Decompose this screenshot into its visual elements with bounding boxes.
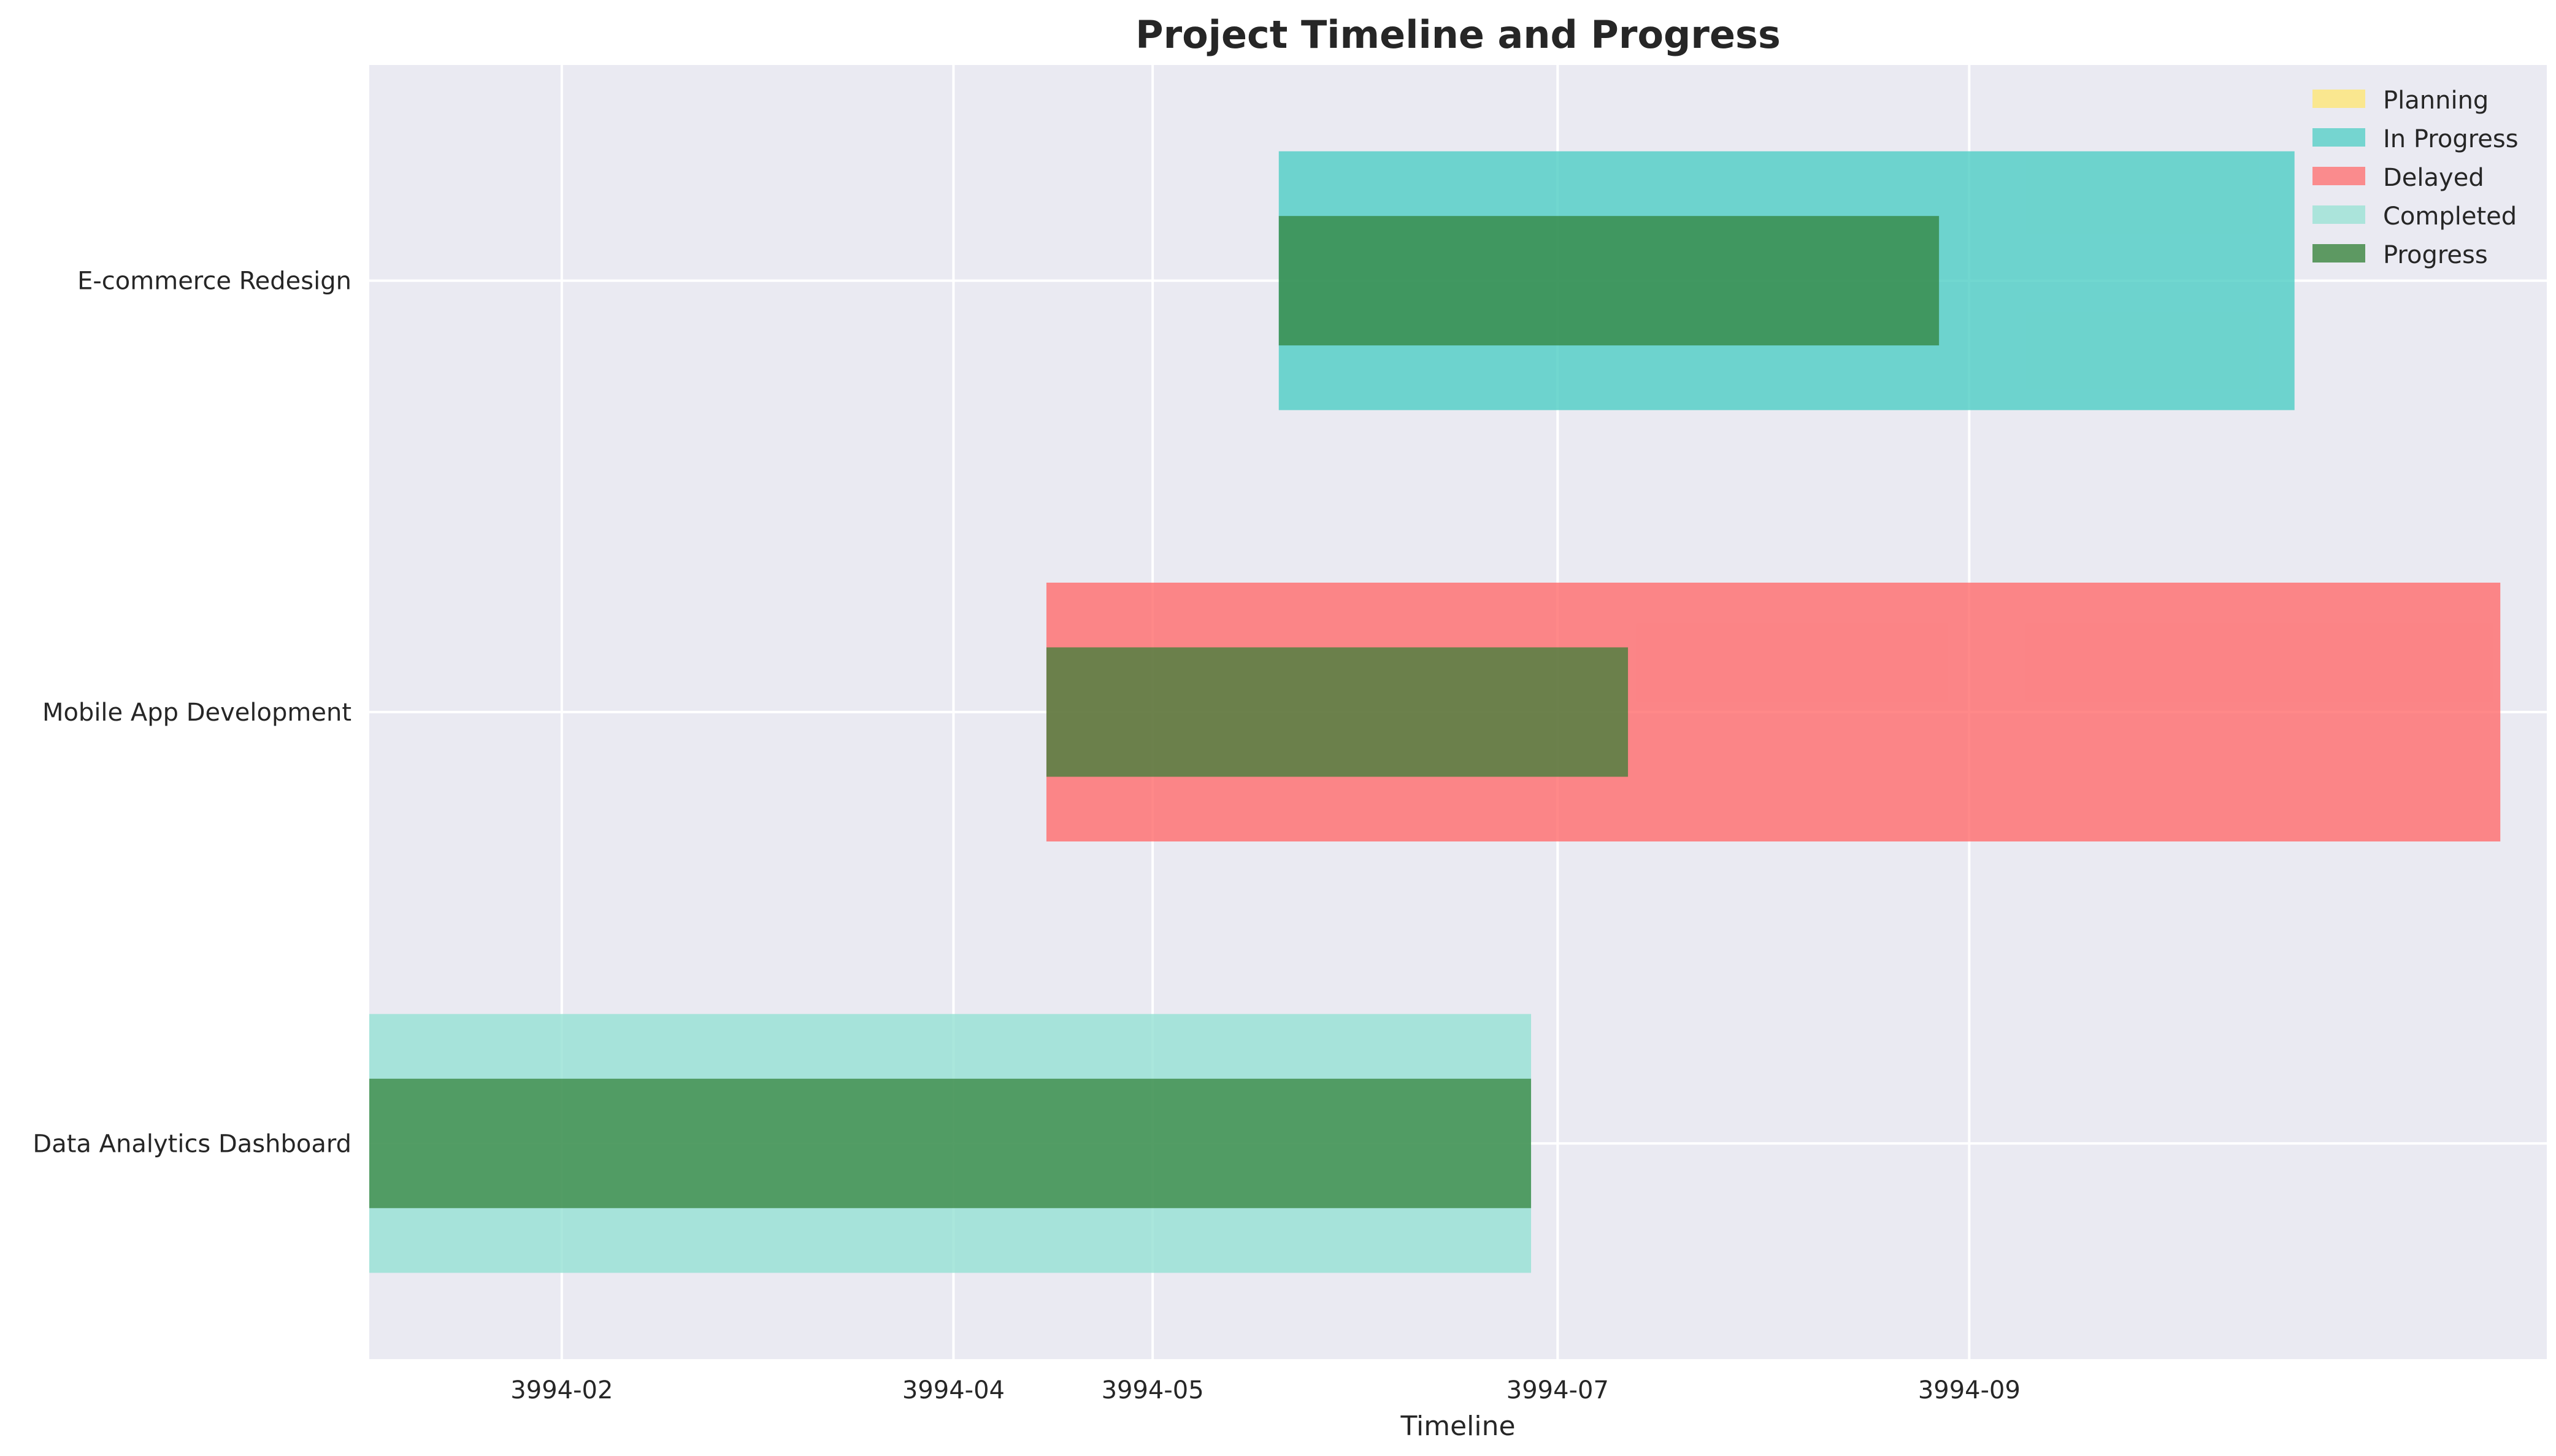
y-tick-labels: Data Analytics Dashboard Mobile App Devel… xyxy=(33,267,351,1159)
y-tick-label: Mobile App Development xyxy=(42,699,351,727)
x-tick-label: 3994-05 xyxy=(1102,1376,1204,1404)
y-tick-label: E-commerce Redesign xyxy=(77,267,351,296)
legend-label: Completed xyxy=(2383,202,2517,231)
legend-label: Delayed xyxy=(2383,164,2484,192)
legend-label: Progress xyxy=(2383,241,2488,269)
progress-bar xyxy=(369,1079,1531,1208)
legend-label: Planning xyxy=(2383,86,2489,115)
y-tick-label: Data Analytics Dashboard xyxy=(33,1130,351,1158)
legend-swatch xyxy=(2312,167,2365,185)
x-tick-label: 3994-09 xyxy=(1918,1376,2021,1404)
chart-title: Project Timeline and Progress xyxy=(1135,12,1781,57)
x-tick-label: 3994-07 xyxy=(1506,1376,1609,1404)
legend-swatch xyxy=(2312,244,2365,262)
x-tick-label: 3994-04 xyxy=(902,1376,1005,1404)
progress-bar xyxy=(1046,648,1628,777)
legend-swatch xyxy=(2312,128,2365,147)
legend-swatch xyxy=(2312,90,2365,108)
progress-bar xyxy=(1279,216,1939,345)
x-tick-label: 3994-02 xyxy=(510,1376,613,1404)
x-tick-labels: 3994-02 3994-04 3994-05 3994-07 3994-09 xyxy=(510,1376,2021,1404)
legend-swatch xyxy=(2312,205,2365,224)
x-axis-title: Timeline xyxy=(1400,1411,1515,1442)
legend-label: In Progress xyxy=(2383,125,2519,153)
